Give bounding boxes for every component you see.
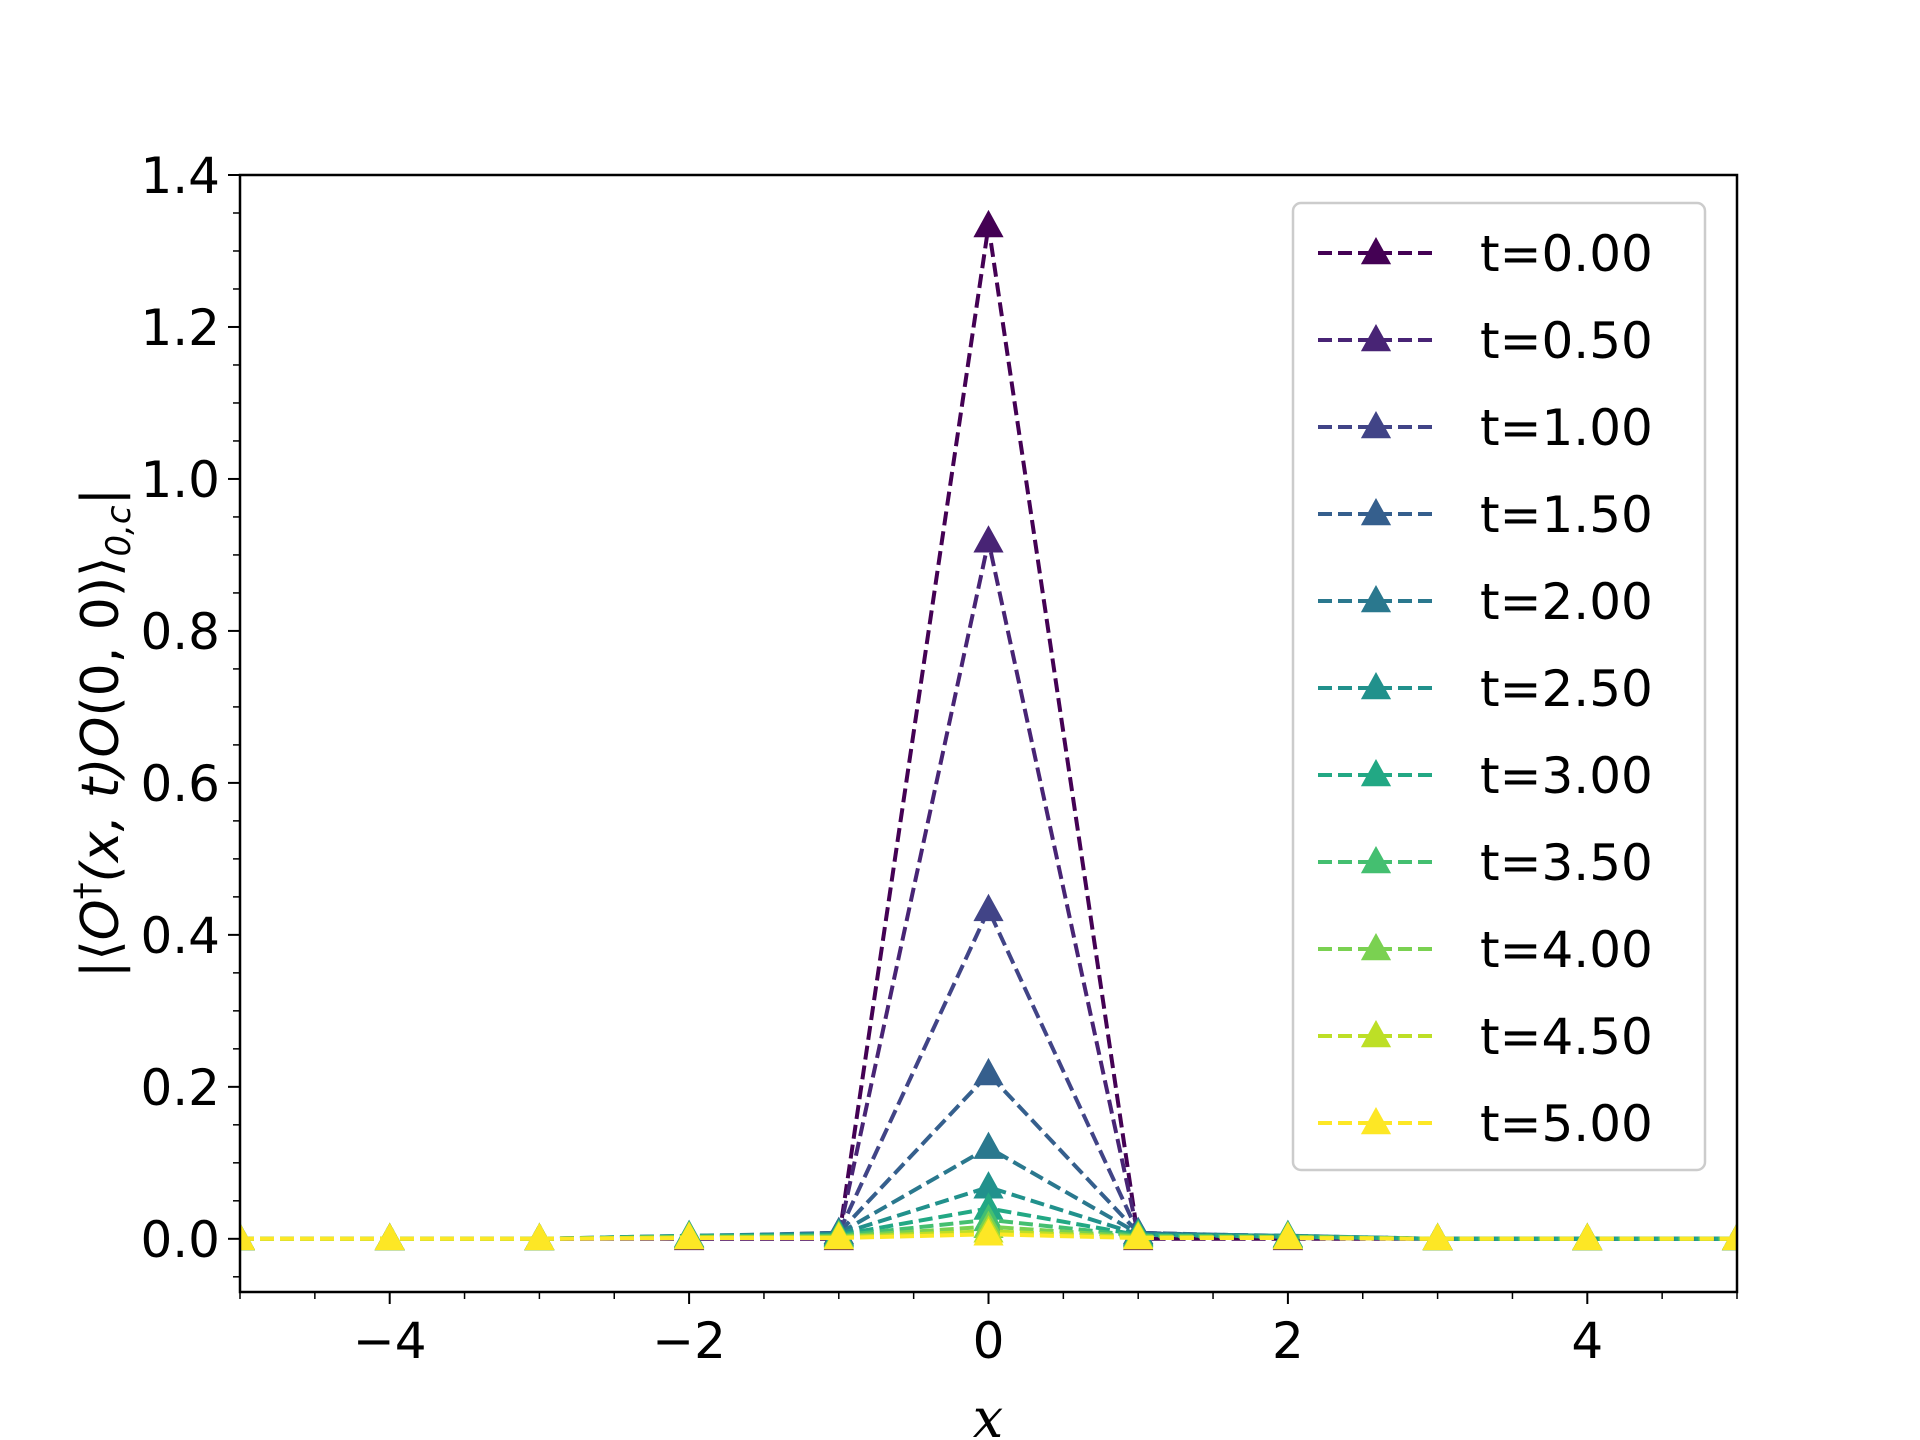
y-tick-label: 0.2 [140,1059,220,1117]
data-point [973,893,1004,922]
legend-swatch-marker [1360,584,1392,613]
legend-item: t=4.00 [1318,921,1653,979]
legend-label: t=1.00 [1480,399,1653,457]
x-tick-label: −4 [353,1312,427,1370]
legend-swatch-marker [1360,236,1392,265]
data-point [1272,1222,1303,1250]
legend-item: t=1.00 [1318,399,1653,457]
y-tick-label: 0.0 [140,1211,220,1269]
legend-swatch-marker [1360,758,1392,787]
data-point [973,1057,1004,1086]
y-label-args2: (0, 0)⟩ [71,557,131,717]
y-tick-label: 0.6 [140,755,220,813]
legend-box [1291,201,1707,1172]
data-point [973,525,1004,553]
series-t-5-00 [240,1218,1737,1251]
x-axis: −4 −2 0 2 4 [239,1292,1738,1370]
y-label-dagger: † [67,882,107,899]
data-point [823,1222,854,1250]
legend-swatch-marker [1360,671,1392,700]
x-tick-label: 0 [973,1312,1005,1370]
x-axis-label: x [973,1387,1003,1440]
legend-label: t=3.50 [1480,834,1653,892]
legend-item: t=2.00 [1318,573,1653,631]
y-tick-label: 0.8 [140,603,220,661]
data-point [1572,1222,1603,1251]
legend-swatch-marker [1360,1106,1392,1135]
y-label-open: |⟨ [71,940,131,978]
legend-item: t=5.00 [1318,1095,1653,1153]
legend-swatch-marker [1360,410,1392,439]
legend-swatch-marker [1360,1019,1392,1048]
svg-text:|⟨O†(x, t)O(0, 0)⟩0,c|: |⟨O†(x, t)O(0, 0)⟩0,c| [67,488,139,978]
data-point [674,1222,705,1250]
x-tick-label: 4 [1571,1312,1603,1370]
legend-label: t=0.50 [1480,312,1653,370]
legend-item: t=3.50 [1318,834,1653,892]
y-tick-label: 0.4 [140,907,220,965]
y-label-op1: O [71,899,131,940]
data-point [973,1131,1004,1159]
legend-item: t=0.00 [1318,225,1653,283]
legend-swatch-marker [1360,932,1392,961]
data-point [524,1222,555,1251]
legend-item: t=0.50 [1318,312,1653,370]
x-tick-label: −2 [652,1312,726,1370]
legend-label: t=0.00 [1480,225,1653,283]
legend-swatch-marker [1360,323,1392,352]
legend-label: t=2.00 [1480,573,1653,631]
x-tick-label: 2 [1272,1312,1304,1370]
y-axis-label: |⟨O†(x, t)O(0, 0)⟩0,c| [67,488,139,978]
legend: t=0.00 t=0.50 t=1.00 t=1.50 t=2.00 t=2.50 t=3.… [1291,201,1707,1172]
legend-label: t=3.00 [1480,747,1653,805]
y-axis: 0.0 0.2 0.4 0.6 0.8 1.0 1.2 1.4 [140,147,240,1278]
y-label-close: | [71,488,131,506]
legend-label: t=2.50 [1480,660,1653,718]
legend-label: t=5.00 [1480,1095,1653,1153]
data-point [240,1222,256,1251]
legend-label: t=1.50 [1480,486,1653,544]
y-label-op2: O [71,717,131,758]
series-layer [240,209,1737,1251]
data-point [1721,1222,1737,1251]
y-tick-label: 1.0 [140,451,220,509]
legend-swatch-marker [1360,497,1392,526]
legend-item: t=3.00 [1318,747,1653,805]
legend-item: t=4.50 [1318,1008,1653,1066]
legend-label: t=4.00 [1480,921,1653,979]
legend-item: t=2.50 [1318,660,1653,718]
legend-swatch-marker [1360,845,1392,874]
data-point [973,209,1004,238]
legend-item: t=1.50 [1318,486,1653,544]
y-tick-label: 1.4 [140,147,220,205]
y-label-subscript: 0,c [99,505,139,556]
data-point [374,1222,405,1251]
data-point [1422,1222,1453,1251]
y-tick-label: 1.2 [140,299,220,357]
legend-label: t=4.50 [1480,1008,1653,1066]
y-label-args1: (x, t) [71,758,131,883]
data-point [973,1218,1004,1246]
data-point [1123,1222,1154,1250]
series-clip-group [240,209,1737,1251]
